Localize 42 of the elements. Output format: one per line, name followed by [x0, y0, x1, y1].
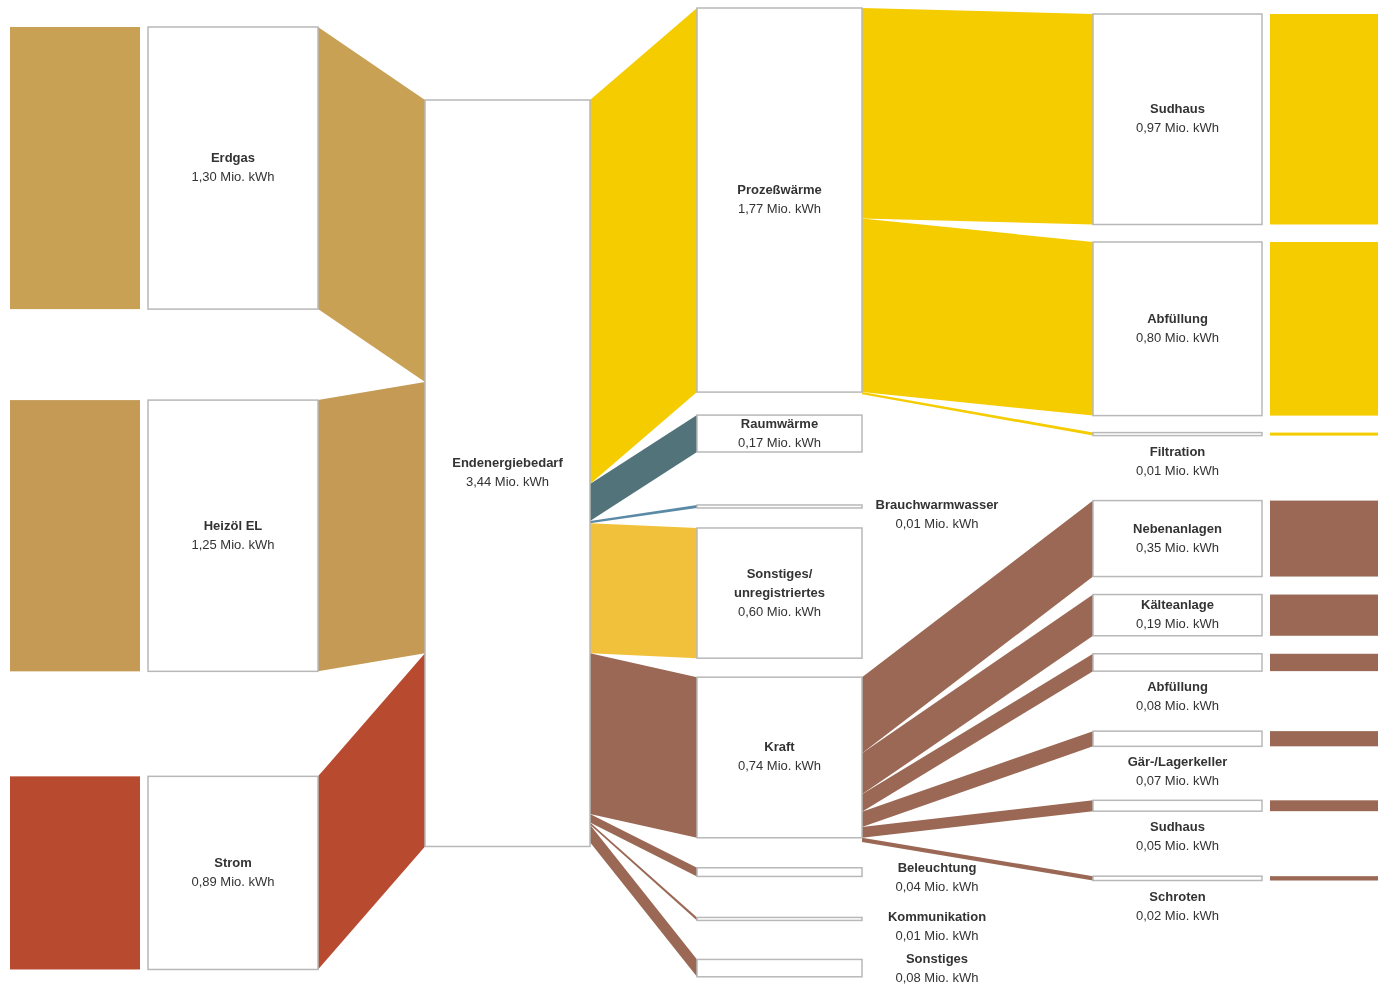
- category-label: Nebenanlagen: [1133, 520, 1222, 536]
- data-label: 0,19 Mio. kWh: [1135, 616, 1220, 632]
- data-label: 1,25 Mio. kWh: [191, 536, 275, 552]
- data-label: 0,08 Mio. kWh: [895, 970, 979, 986]
- category-label: Beleuchtung: [897, 859, 977, 875]
- category-label: Kraft: [764, 739, 796, 755]
- data-label: 0,60 Mio. kWh: [737, 603, 822, 619]
- category-label: Gär-/Lagerkeller: [1127, 754, 1228, 770]
- category-label: Brauchwarmwasser: [875, 496, 999, 512]
- category-label: Sudhaus: [1150, 819, 1205, 835]
- category-label: Schroten: [1149, 888, 1206, 904]
- data-label: 0,17 Mio. kWh: [737, 434, 822, 450]
- data-label: 0,08 Mio. kWh: [1135, 698, 1220, 714]
- category-label: Strom: [214, 854, 252, 870]
- data-label: 0,97 Mio. kWh: [1135, 120, 1220, 136]
- category-label: Heizöl EL: [203, 517, 263, 533]
- data-label: 0,05 Mio. kWh: [1135, 838, 1220, 854]
- category-label: Kommunikation: [887, 909, 987, 925]
- category-label: Raumwärme: [740, 415, 819, 431]
- data-label: 0,01 Mio. kWh: [895, 515, 979, 531]
- data-label: 3,44 Mio. kWh: [465, 474, 550, 490]
- category-label: Sudhaus: [1150, 101, 1205, 117]
- category-label: Abfüllung: [1147, 310, 1208, 326]
- data-label: 1,77 Mio. kWh: [737, 201, 822, 217]
- data-label: 0,01 Mio. kWh: [895, 928, 979, 944]
- data-label: 0,35 Mio. kWh: [1135, 539, 1220, 555]
- data-label: 0,01 Mio. kWh: [1135, 462, 1220, 478]
- category-label: Endenergiebedarf: [452, 455, 564, 471]
- data-label: 1,30 Mio. kWh: [191, 169, 275, 185]
- data-label: 0,04 Mio. kWh: [895, 878, 979, 894]
- data-label: 0,80 Mio. kWh: [1135, 329, 1220, 345]
- data-label: 0,02 Mio. kWh: [1135, 907, 1220, 923]
- category-label: Sonstiges/ unregistriertes: [733, 565, 826, 600]
- category-label: Kälteanlage: [1141, 597, 1214, 613]
- category-label: Abfüllung: [1147, 679, 1208, 695]
- data-label: 0,07 Mio. kWh: [1135, 773, 1220, 789]
- data-label: 0,89 Mio. kWh: [191, 873, 275, 889]
- category-label: Filtration: [1149, 443, 1206, 459]
- category-label: Sonstiges: [905, 951, 969, 967]
- data-label: 0,74 Mio. kWh: [737, 758, 822, 774]
- category-label: Prozeßwärme: [737, 182, 822, 198]
- category-label: Erdgas: [210, 150, 256, 166]
